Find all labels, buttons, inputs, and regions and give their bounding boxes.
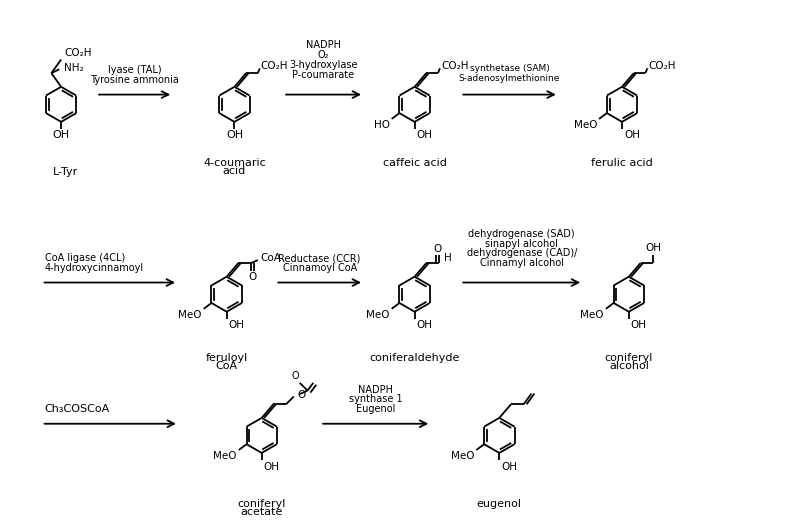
Text: CO₂H: CO₂H	[441, 61, 468, 72]
Text: OH: OH	[226, 130, 243, 140]
Text: acetate: acetate	[241, 507, 283, 517]
Text: NADPH: NADPH	[358, 385, 393, 395]
Text: OH: OH	[53, 130, 70, 140]
Text: synthase 1: synthase 1	[349, 394, 402, 404]
Text: OH: OH	[630, 320, 646, 330]
Text: OH: OH	[417, 320, 433, 330]
Text: HO: HO	[374, 120, 390, 130]
Text: OH: OH	[624, 130, 640, 140]
Text: OH: OH	[229, 320, 245, 330]
Text: CoA: CoA	[216, 361, 238, 372]
Text: O₂: O₂	[318, 50, 330, 60]
Text: MeO: MeO	[178, 310, 202, 320]
Text: CoA ligase (4CL): CoA ligase (4CL)	[45, 253, 125, 263]
Text: OH: OH	[645, 243, 661, 253]
Text: O: O	[292, 371, 300, 381]
Text: O: O	[248, 272, 257, 281]
Text: caffeic acid: caffeic acid	[382, 158, 446, 168]
Text: CO₂H: CO₂H	[64, 48, 91, 58]
Text: O: O	[434, 244, 442, 254]
Text: ferulic acid: ferulic acid	[591, 158, 653, 168]
Text: H: H	[444, 253, 451, 263]
Text: S-adenosylmethionine: S-adenosylmethionine	[459, 74, 560, 83]
Text: coniferyl: coniferyl	[238, 499, 286, 509]
Text: MeO: MeO	[366, 310, 390, 320]
Text: dehydrogenase (CAD)/: dehydrogenase (CAD)/	[466, 249, 577, 258]
Text: CO₂H: CO₂H	[648, 61, 676, 72]
Text: acid: acid	[223, 165, 246, 175]
Text: coniferaldehyde: coniferaldehyde	[370, 352, 460, 363]
Text: MeO: MeO	[451, 451, 474, 461]
Text: Ch₃COSCoA: Ch₃COSCoA	[45, 404, 110, 414]
Text: OH: OH	[417, 130, 433, 140]
Text: lyase (TAL): lyase (TAL)	[108, 65, 162, 75]
Text: OH: OH	[502, 462, 518, 472]
Text: Cinnamoyl CoA: Cinnamoyl CoA	[282, 263, 357, 273]
Text: P-coumarate: P-coumarate	[293, 70, 354, 80]
Text: alcohol: alcohol	[609, 361, 649, 372]
Text: synthetase (SAM): synthetase (SAM)	[470, 64, 550, 73]
Text: MeO: MeO	[574, 120, 597, 130]
Text: feruloyl: feruloyl	[206, 352, 248, 363]
Text: Eugenol: Eugenol	[356, 404, 395, 414]
Text: MeO: MeO	[581, 310, 604, 320]
Text: coniferyl: coniferyl	[605, 352, 653, 363]
Text: sinapyl alcohol: sinapyl alcohol	[486, 238, 558, 249]
Text: 4-hydroxycinnamoyl: 4-hydroxycinnamoyl	[45, 263, 144, 273]
Text: Cinnamyl alcohol: Cinnamyl alcohol	[480, 258, 564, 268]
Text: O: O	[298, 390, 306, 400]
Text: eugenol: eugenol	[477, 499, 522, 509]
Text: OH: OH	[264, 462, 280, 472]
Text: NADPH: NADPH	[306, 40, 341, 50]
Text: NH₂: NH₂	[64, 63, 84, 73]
Text: Tyrosine ammonia: Tyrosine ammonia	[90, 75, 179, 85]
Text: CoA: CoA	[261, 253, 282, 263]
Text: dehydrogenase (SAD): dehydrogenase (SAD)	[469, 229, 575, 239]
Text: CO₂H: CO₂H	[261, 61, 288, 72]
Text: MeO: MeO	[214, 451, 237, 461]
Text: L-Tyr: L-Tyr	[54, 167, 78, 178]
Text: 3-hydroxylase: 3-hydroxylase	[290, 60, 358, 70]
Text: 4-coumaric: 4-coumaric	[203, 158, 266, 168]
Text: Reductase (CCR): Reductase (CCR)	[278, 253, 361, 263]
